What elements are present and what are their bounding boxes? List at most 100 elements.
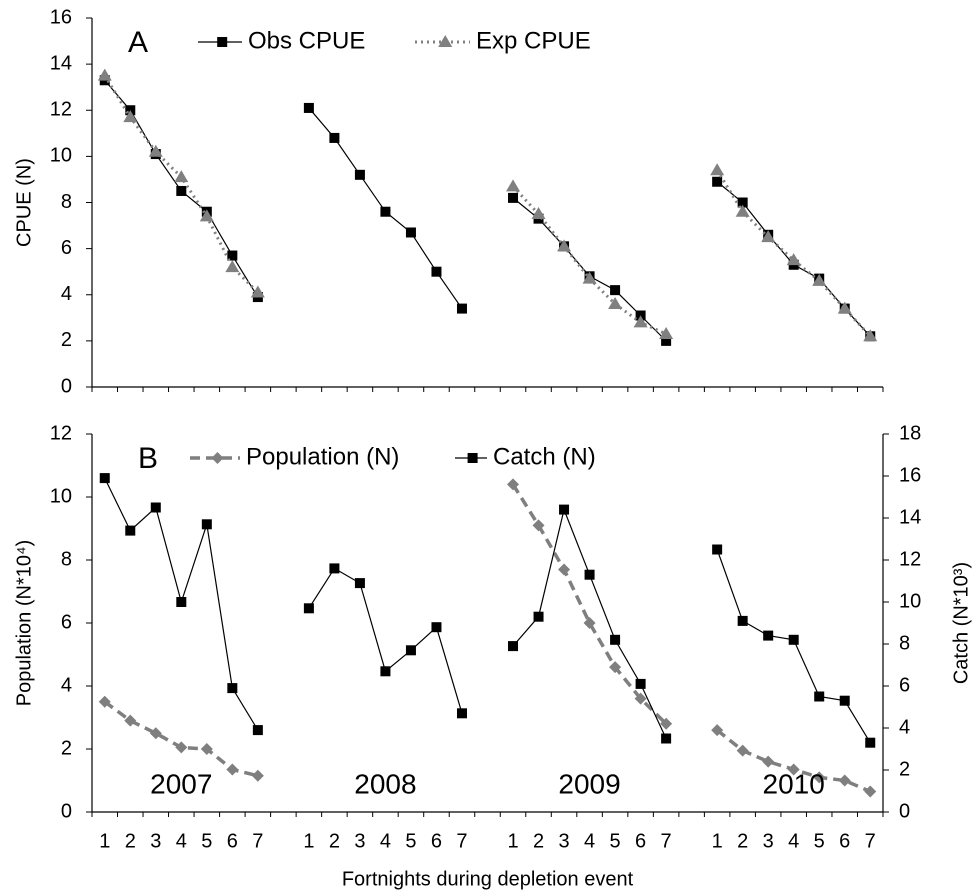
marker (559, 504, 570, 515)
marker (150, 502, 161, 513)
marker (99, 473, 110, 484)
marker (531, 207, 546, 220)
marker (174, 170, 189, 183)
marker (711, 724, 724, 737)
marker (176, 185, 187, 196)
marker (633, 315, 648, 328)
y2-tick-label: 8 (899, 632, 910, 654)
y2-tick-label: 16 (899, 464, 921, 486)
marker (405, 227, 416, 238)
y2-tick-label: 6 (899, 674, 910, 696)
marker (329, 563, 340, 574)
marker (635, 678, 646, 689)
x-tick-label: 4 (788, 830, 799, 852)
marker (737, 615, 748, 626)
marker (507, 478, 520, 491)
marker (251, 769, 264, 782)
y2-tick-label: 2 (899, 758, 910, 780)
marker (737, 197, 748, 208)
y-tick-label: 16 (50, 6, 72, 28)
legend-marker (211, 452, 224, 464)
legend-label: Exp CPUE (476, 27, 591, 54)
x-tick-label: 7 (865, 830, 876, 852)
marker (761, 230, 776, 243)
x-tick-label: 1 (507, 830, 518, 852)
series-line (103, 74, 872, 338)
marker (149, 727, 162, 740)
y2-axis-label: Catch (N*10³) (950, 562, 972, 684)
marker (814, 691, 825, 702)
x-tick-label: 5 (201, 830, 212, 852)
marker (763, 630, 774, 641)
y-tick-label: 10 (50, 145, 72, 167)
x-tick-label: 2 (533, 830, 544, 852)
x-tick-label: 2 (125, 830, 136, 852)
x-tick-label: 3 (354, 830, 365, 852)
marker (354, 578, 365, 589)
marker (380, 666, 391, 677)
marker (98, 695, 111, 708)
x-tick-label: 1 (303, 830, 314, 852)
y-tick-label: 14 (50, 52, 72, 74)
marker (762, 755, 775, 768)
y-tick-label: 4 (61, 283, 72, 305)
marker (610, 634, 621, 645)
marker (506, 179, 521, 192)
marker (125, 525, 136, 536)
y-tick-label: 6 (61, 611, 72, 633)
marker (508, 192, 519, 203)
y-tick-label: 0 (61, 800, 72, 822)
x-tick-label: 4 (380, 830, 391, 852)
marker (660, 717, 673, 730)
y2-tick-label: 0 (899, 800, 910, 822)
annotation: 2008 (354, 768, 416, 799)
legend-marker (217, 37, 228, 47)
x-tick-label: 5 (610, 830, 621, 852)
x-tick-label: 6 (635, 830, 646, 852)
marker (250, 285, 265, 298)
x-axis-label: Fortnights during depletion event (342, 868, 634, 890)
y-tick-label: 12 (50, 99, 72, 121)
y-axis-label: CPUE (N) (13, 158, 35, 247)
y2-tick-label: 12 (899, 548, 921, 570)
x-tick-label: 4 (176, 830, 187, 852)
marker (865, 737, 876, 748)
y-tick-label: 2 (61, 737, 72, 759)
x-tick-label: 1 (712, 830, 723, 852)
marker (788, 634, 799, 645)
legend-marker (438, 35, 453, 47)
y-tick-label: 8 (61, 548, 72, 570)
legend-label: Catch (N) (493, 443, 596, 470)
legend-label: Obs CPUE (248, 27, 365, 54)
marker (661, 733, 672, 744)
annotation: 2007 (150, 768, 212, 799)
marker (97, 68, 112, 81)
marker (303, 603, 314, 614)
marker (456, 708, 467, 719)
y-tick-label: 10 (50, 485, 72, 507)
marker (837, 301, 852, 314)
annotation: 2010 (763, 768, 825, 799)
panel-label: A (128, 26, 148, 59)
marker (839, 695, 850, 706)
marker (431, 266, 442, 277)
marker (201, 519, 212, 530)
marker (736, 744, 749, 757)
y2-tick-label: 18 (899, 422, 921, 444)
series-line (104, 477, 871, 744)
marker (712, 176, 723, 187)
x-tick-label: 3 (763, 830, 774, 852)
x-tick-label: 7 (661, 830, 672, 852)
marker (863, 329, 878, 342)
marker (532, 519, 545, 532)
marker (608, 296, 623, 309)
marker (226, 763, 239, 776)
y2-tick-label: 14 (899, 506, 921, 528)
legend-marker (467, 453, 478, 463)
marker (712, 544, 723, 555)
marker (813, 771, 826, 784)
legend-label: Population (N) (246, 443, 399, 470)
marker (380, 206, 391, 217)
marker (787, 763, 800, 776)
y2-tick-label: 10 (899, 590, 921, 612)
